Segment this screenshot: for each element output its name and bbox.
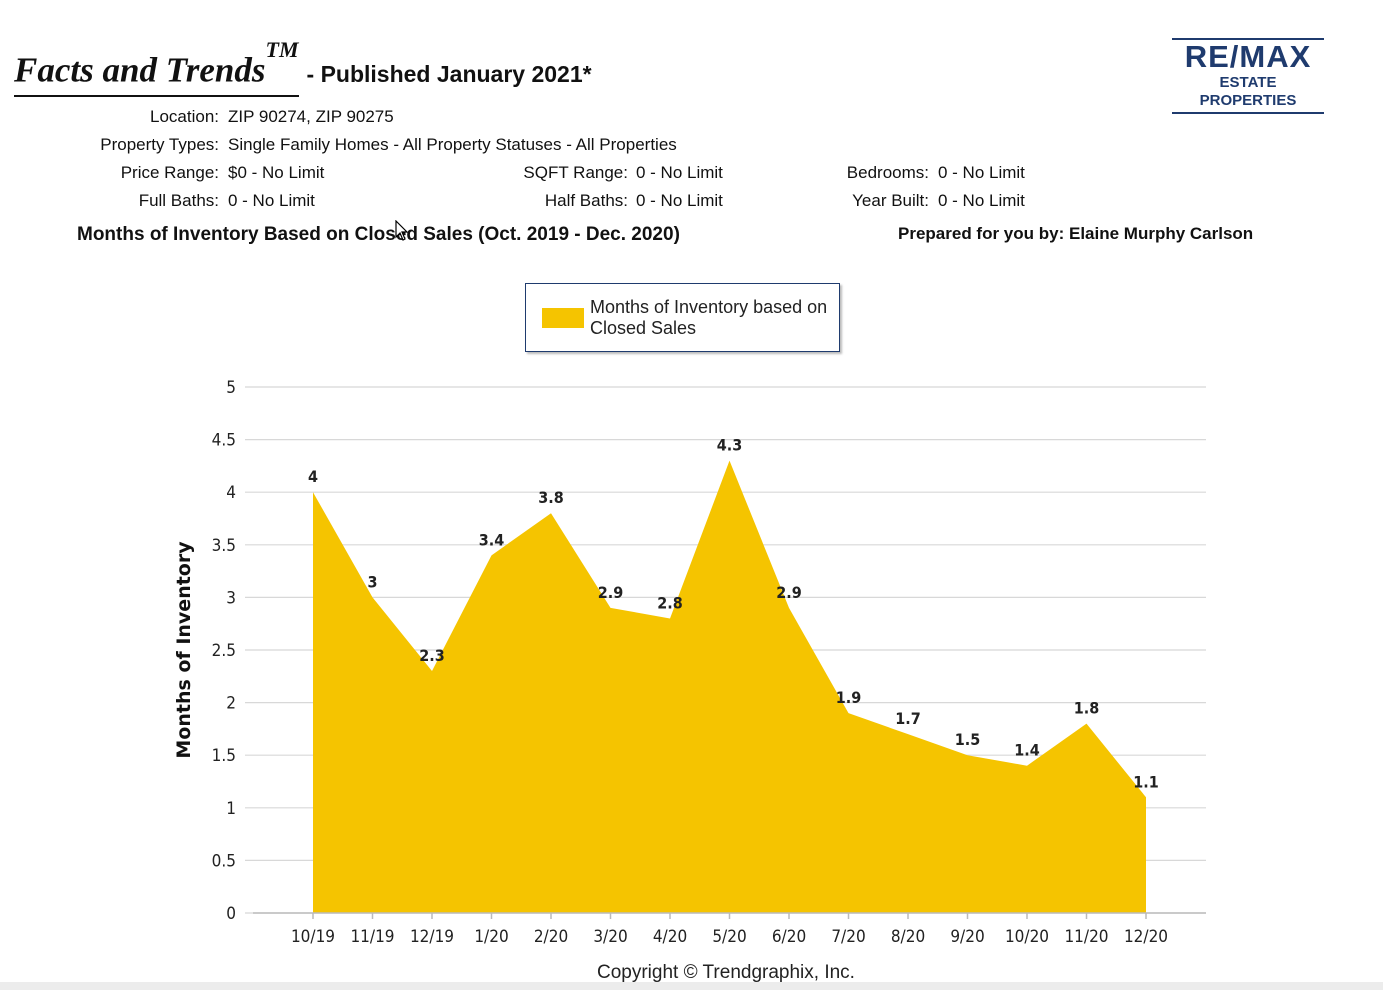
price-range-value: $0 - No Limit [228,163,325,182]
report-title: Facts and TrendsTM - Published January 2… [14,37,592,97]
x-tick-label: 2/20 [534,927,568,947]
x-tick-label: 12/19 [410,927,454,947]
property-types-label: Property Types: [100,135,219,154]
title-main: Facts and TrendsTM [14,37,299,97]
logo-wordmark: RE/MAX [1172,38,1324,74]
x-tick-label: 4/20 [653,927,687,947]
x-tick-label: 3/20 [593,927,627,947]
price-range-label: Price Range: [120,163,219,182]
data-label: 2.9 [598,583,624,602]
data-label: 2.8 [657,593,683,612]
x-tick-label: 12/20 [1124,927,1168,947]
data-label: 3.4 [479,530,505,549]
sqft-range-label: SQFT Range: [523,163,628,182]
chart-legend: Months of Inventory based on Closed Sale… [525,283,840,352]
x-tick-label: 6/20 [772,927,806,947]
data-label: 1.9 [836,688,862,707]
location-value: ZIP 90274, ZIP 90275 [228,107,394,126]
trademark: TM [265,37,299,62]
x-tick-label: 11/20 [1064,927,1108,947]
y-tick-label: 3.5 [212,536,236,556]
y-tick-label: 1 [226,799,236,819]
bottom-bar [0,982,1383,990]
legend-swatch [542,307,584,328]
y-tick-label: 3 [226,588,236,608]
chart-heading: Months of Inventory Based on Closed Sale… [77,224,680,245]
sqft-range-value: 0 - No Limit [636,163,723,182]
legend-label: Months of Inventory based on Closed Sale… [590,296,828,338]
data-label: 3 [367,572,377,591]
half-baths-value: 0 - No Limit [636,191,723,210]
y-tick-label: 0.5 [212,851,236,871]
x-tick-label: 10/20 [1005,927,1049,947]
data-label: 3.8 [538,488,564,507]
data-label: 1.5 [955,730,981,749]
y-tick-label: 1.5 [212,746,236,766]
year-built-label: Year Built: [852,191,929,210]
bedrooms-value: 0 - No Limit [938,163,1025,182]
data-label: 1.7 [895,709,921,728]
x-tick-label: 8/20 [891,927,925,947]
year-built-value: 0 - No Limit [938,191,1025,210]
y-tick-label: 2.5 [212,641,236,661]
property-types-value: Single Family Homes - All Property Statu… [228,135,677,154]
y-tick-label: 4.5 [212,431,236,451]
location-label: Location: [150,107,219,126]
full-baths-value: 0 - No Limit [228,191,315,210]
copyright: Copyright © Trendgraphix, Inc. [597,962,855,983]
data-label: 1.1 [1133,772,1159,791]
bedrooms-label: Bedrooms: [846,163,929,182]
x-tick-label: 11/19 [350,927,394,947]
data-label: 1.4 [1014,741,1040,760]
logo-tagline: ESTATE PROPERTIES [1172,74,1324,114]
half-baths-label: Half Baths: [544,191,628,210]
mouse-cursor-icon [395,220,409,241]
x-tick-label: 10/19 [291,927,335,947]
data-label: 2.3 [419,646,445,665]
data-label: 2.9 [776,583,802,602]
prepared-by: Prepared for you by: Elaine Murphy Carls… [898,224,1254,243]
title-subtitle: - Published January 2021* [306,60,592,87]
y-tick-label: 2 [226,694,236,714]
area-series [313,460,1146,913]
x-tick-label: 5/20 [712,927,746,947]
y-tick-label: 4 [226,483,236,503]
data-label: 4.3 [717,436,743,455]
data-label: 4 [308,467,318,486]
x-tick-label: 1/20 [474,927,508,947]
y-tick-label: 5 [226,378,236,398]
full-baths-label: Full Baths: [138,191,219,210]
data-label: 1.8 [1074,699,1100,718]
x-tick-label: 7/20 [831,927,865,947]
remax-logo: RE/MAX ESTATE PROPERTIES [1172,38,1324,114]
y-tick-label: 0 [226,904,236,924]
y-axis-title: Months of Inventory [173,541,195,759]
x-tick-label: 9/20 [950,927,984,947]
